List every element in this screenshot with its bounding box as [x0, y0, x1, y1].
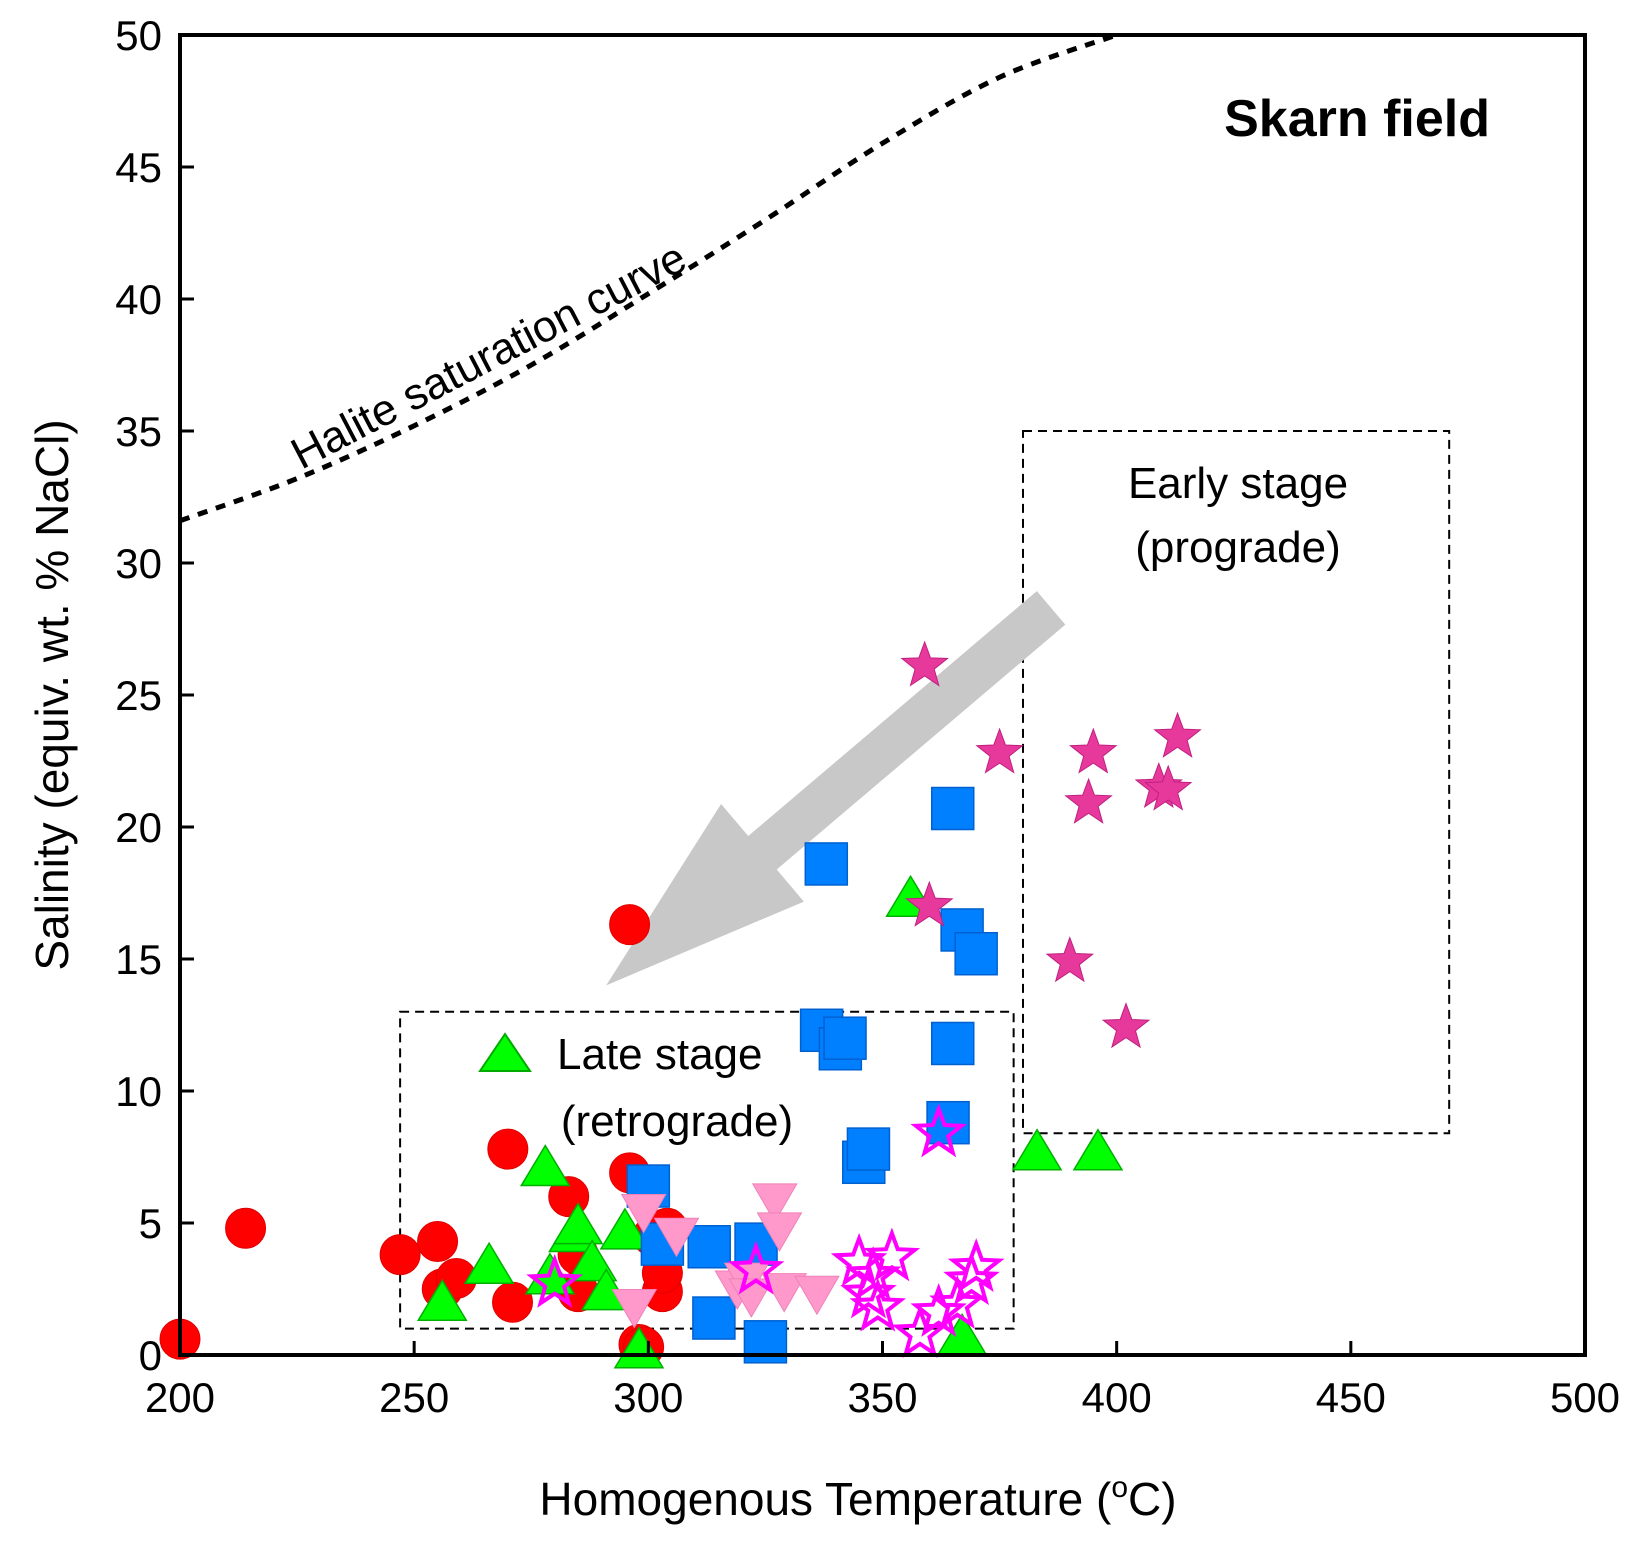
green-triangle-point: [599, 1207, 651, 1250]
late-stage-legend-triangle-marker: [478, 1032, 532, 1072]
open-star-point: [727, 1240, 785, 1295]
x-tick-label: 200: [145, 1374, 215, 1421]
x-axis-title: Homogenous Temperature (oC): [539, 1471, 1176, 1525]
x-axis-title-main: Homogenous Temperature (: [539, 1473, 1112, 1525]
open-star-point: [947, 1238, 1005, 1292]
y-tick-label: 10: [115, 1068, 162, 1115]
x-tick-label: 500: [1550, 1374, 1620, 1421]
y-tick-label: 20: [115, 804, 162, 851]
pink-inverted-triangle-point: [794, 1275, 840, 1316]
blue-square-point: [931, 1021, 975, 1066]
x-axis-title-unit: C): [1128, 1473, 1177, 1525]
y-tick-label: 45: [115, 144, 162, 191]
open-star-point: [863, 1227, 921, 1282]
x-tick-label: 300: [613, 1374, 683, 1421]
green-triangle-point: [1011, 1128, 1063, 1171]
filled-star-point: [1144, 764, 1193, 811]
x-tick-label: 350: [847, 1374, 917, 1421]
halite-saturation-curve: [179, 32, 1118, 524]
green-triangle-point: [519, 1144, 571, 1187]
blue-square-point: [687, 1225, 731, 1269]
open-star-point: [849, 1277, 907, 1332]
green-triangle-point: [566, 1239, 618, 1282]
filled-star-point: [900, 640, 949, 687]
green-triangle-point: [1072, 1128, 1124, 1171]
filled-star-point: [1153, 711, 1202, 758]
open-star-point: [929, 1275, 986, 1329]
green-triangle-point: [613, 1326, 665, 1369]
red-circle-point: [609, 904, 651, 946]
open-star-point: [891, 1304, 949, 1358]
x-axis-title-superscript: o: [1111, 1471, 1128, 1504]
filled-star-point: [1101, 1002, 1151, 1049]
x-tick-label: 450: [1316, 1374, 1386, 1421]
green-triangle-point: [416, 1278, 468, 1321]
filled-star-point: [1045, 936, 1095, 983]
y-tick-label: 40: [115, 276, 162, 323]
y-tick-label: 25: [115, 672, 162, 719]
blue-square-point: [804, 842, 849, 886]
pink-inverted-triangle-point: [620, 1193, 667, 1234]
green-triangle-point: [463, 1241, 515, 1284]
chart-title: Skarn field: [1224, 90, 1490, 148]
filled-star-point: [905, 880, 954, 927]
y-tick-label: 15: [115, 936, 162, 983]
filled-star-point: [1069, 727, 1118, 774]
y-tick-label: 30: [115, 540, 162, 587]
y-tick-label: 35: [115, 408, 162, 455]
pink-inverted-triangle-point: [653, 1217, 700, 1258]
red-circle-point: [492, 1281, 534, 1323]
open-star-point: [910, 1103, 967, 1158]
pink-inverted-triangle-point: [756, 1212, 803, 1252]
red-circle-point: [487, 1128, 529, 1170]
blue-square-point: [692, 1296, 736, 1340]
open-star-point: [526, 1253, 583, 1308]
red-circle-point: [417, 1220, 459, 1262]
filled-star-point: [1064, 777, 1113, 824]
y-tick-label: 5: [139, 1200, 162, 1247]
open-star-point: [910, 1283, 967, 1337]
early-stage-region-outline: [1022, 430, 1451, 1135]
x-tick-label: 400: [1082, 1374, 1152, 1421]
y-tick-label: 50: [115, 12, 162, 59]
pink-inverted-triangle-point: [751, 1183, 798, 1223]
early-stage-label-line1: Early stage: [1128, 459, 1348, 508]
open-star-point: [943, 1251, 1000, 1306]
trend-arrow: [606, 591, 1066, 986]
green-triangle-point: [552, 1202, 604, 1245]
red-circle-point: [225, 1207, 267, 1249]
y-axis-title: Salinity (equiv. wt. % NaCl): [26, 419, 78, 970]
blue-square-point: [823, 1016, 867, 1060]
y-tick-label: 0: [139, 1332, 162, 1379]
early-stage-label-line2: (prograde): [1135, 523, 1340, 572]
red-circle-point: [379, 1234, 421, 1276]
blue-square-point: [846, 1127, 891, 1171]
filled-star-point: [975, 727, 1024, 774]
pink-inverted-triangle-point: [611, 1288, 658, 1329]
late-stage-label-line2: (retrograde): [561, 1097, 793, 1146]
blue-square-point: [954, 931, 998, 976]
late-stage-label-line1: Late stage: [557, 1030, 763, 1079]
x-tick-label: 250: [379, 1374, 449, 1421]
pink-inverted-triangle-point: [761, 1273, 808, 1313]
blue-square-point: [931, 786, 975, 831]
